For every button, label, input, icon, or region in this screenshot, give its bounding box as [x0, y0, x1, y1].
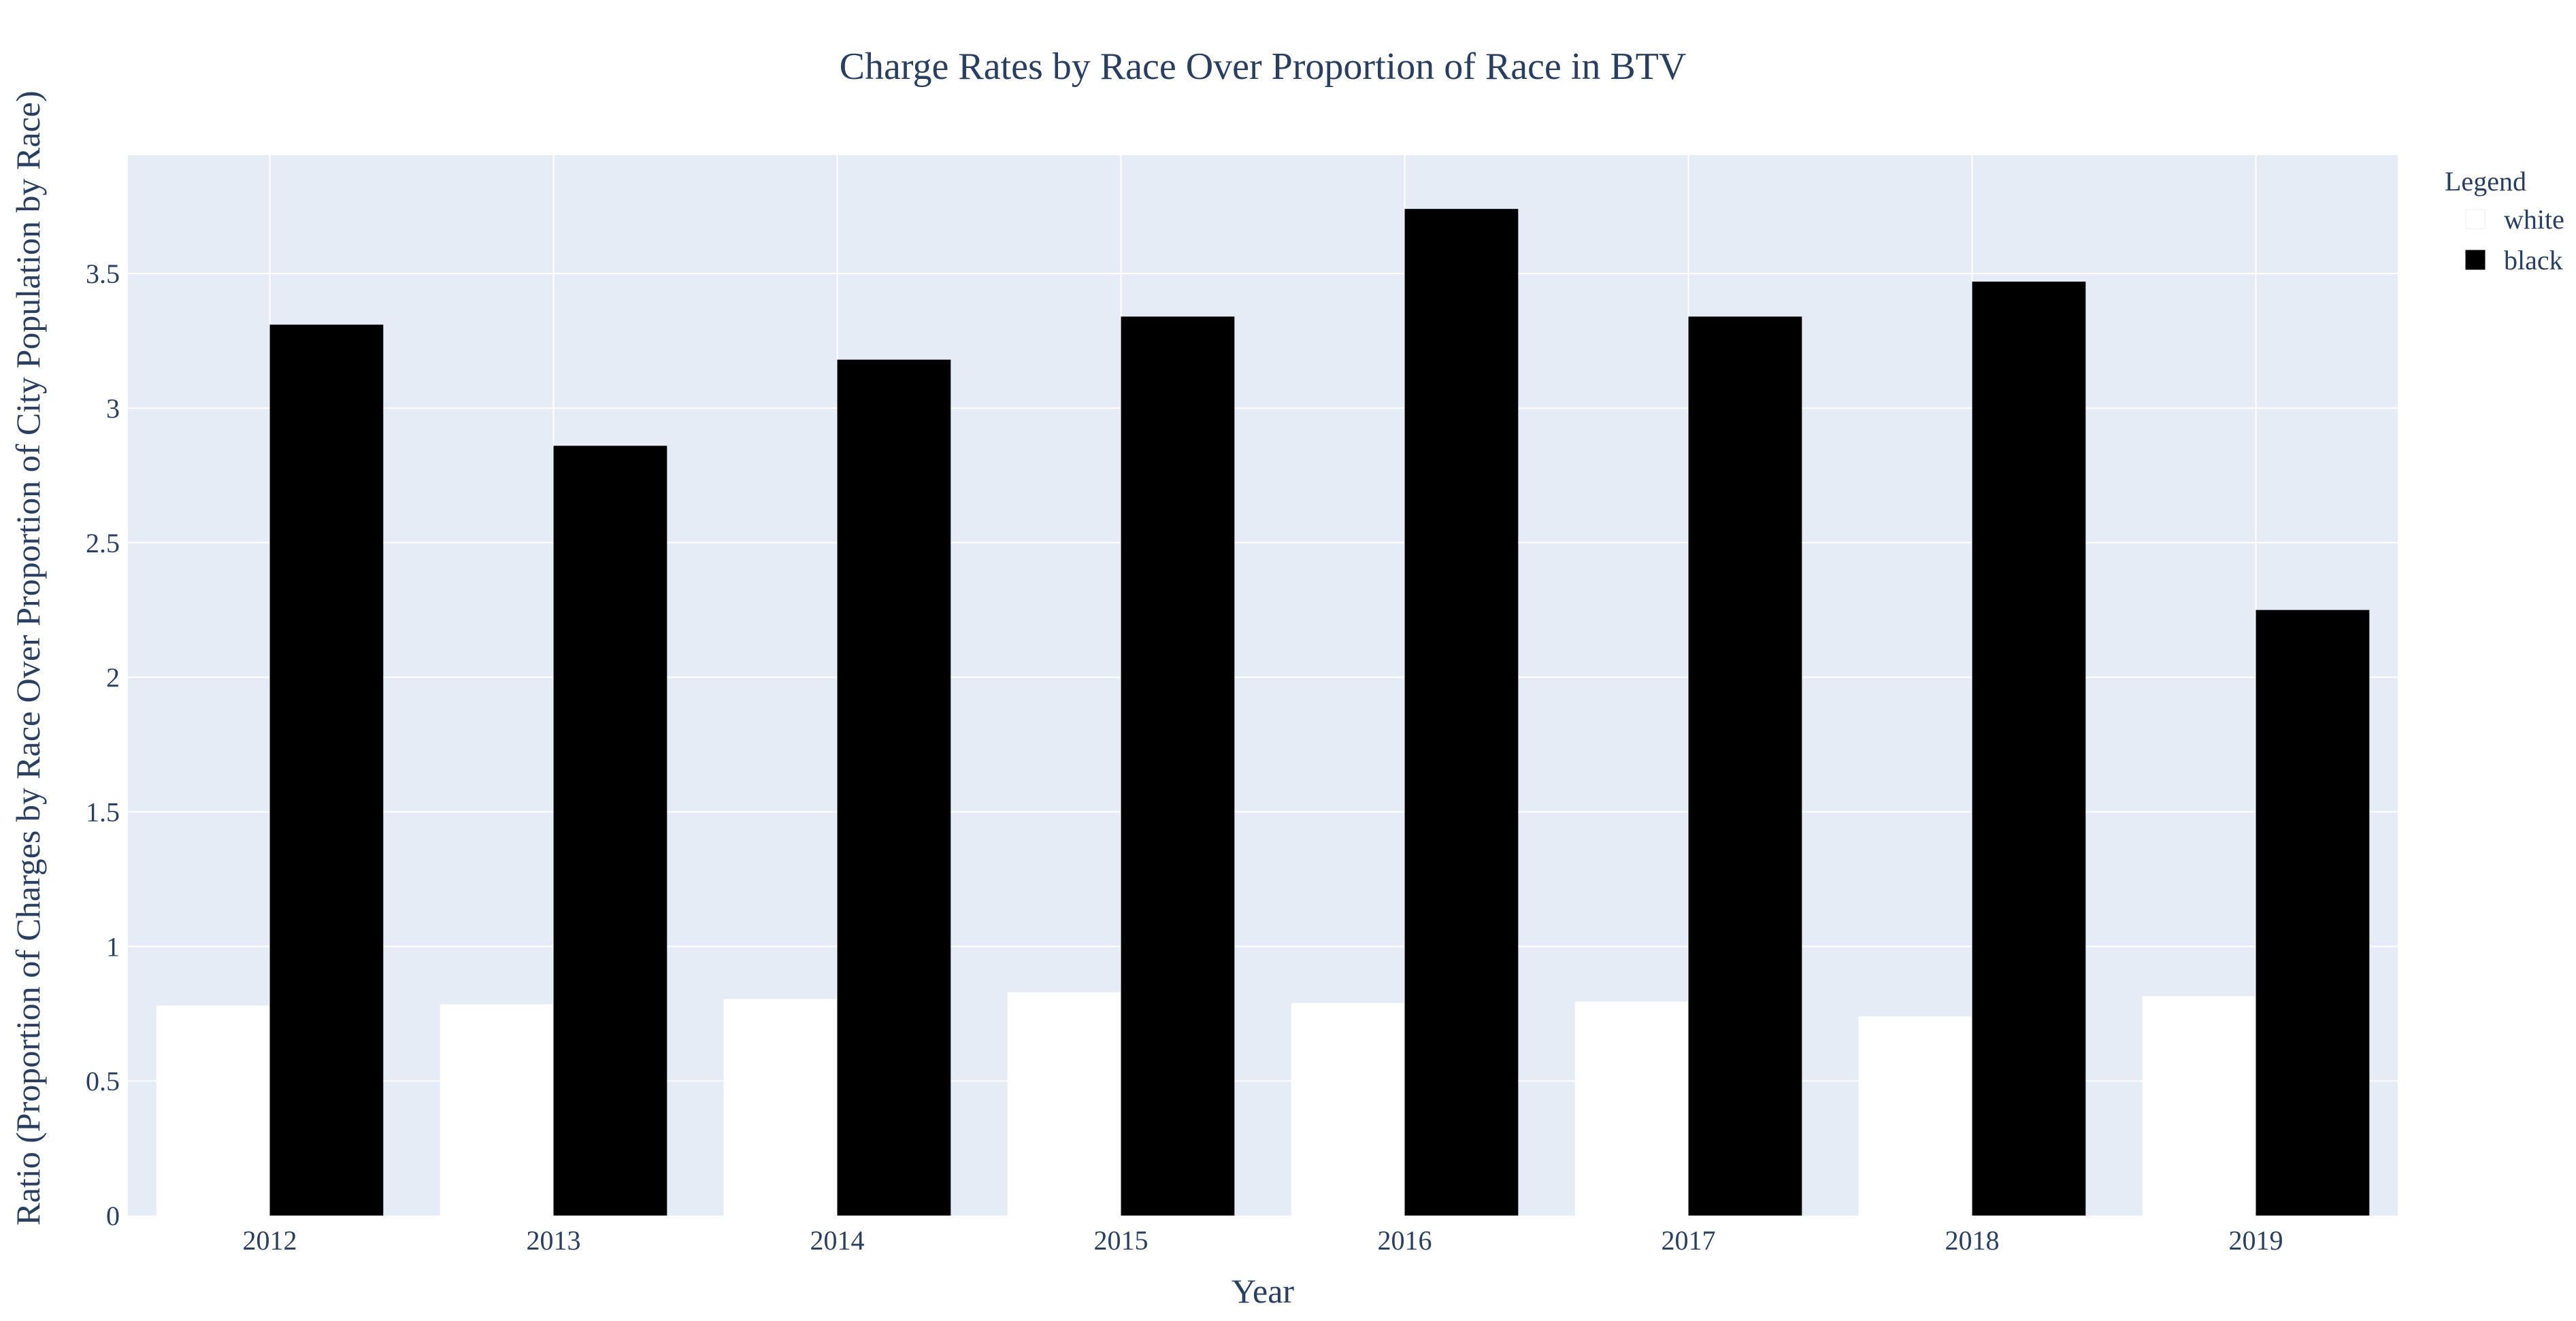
bar-white-2013 — [440, 1004, 554, 1216]
legend-label: white — [2504, 204, 2564, 235]
y-tick-label: 3 — [106, 393, 120, 424]
bar-white-2014 — [723, 999, 838, 1216]
y-tick-label: 0.5 — [86, 1066, 120, 1097]
x-tick-label: 2017 — [1662, 1225, 1716, 1256]
y-axis-ticks: 0 0.5 1 1.5 2 2.5 3 3.5 — [86, 258, 120, 1231]
bar-white-2015 — [1007, 992, 1121, 1216]
legend-item-black[interactable]: black — [2465, 245, 2563, 275]
legend-title: Legend — [2445, 166, 2526, 197]
x-tick-label: 2016 — [1378, 1225, 1432, 1256]
bar-black-2015 — [1121, 316, 1235, 1216]
x-axis-ticks: 2012 2013 2014 2015 2016 2017 2018 2019 — [243, 1225, 2283, 1256]
x-tick-label: 2015 — [1094, 1225, 1149, 1256]
bar-white-2012 — [156, 1005, 270, 1216]
legend-item-white[interactable]: white — [2465, 204, 2564, 235]
y-axis-label: Ratio (Proportion of Charges by Race Ove… — [9, 90, 47, 1225]
bar-white-2019 — [2142, 996, 2256, 1216]
legend-swatch — [2465, 250, 2486, 270]
y-tick-label: 3.5 — [86, 258, 120, 289]
x-tick-label: 2018 — [1945, 1225, 2000, 1256]
bar-black-2016 — [1404, 209, 1519, 1216]
bar-black-2013 — [553, 446, 667, 1216]
bar-black-2017 — [1688, 316, 1802, 1216]
legend-label: black — [2504, 245, 2563, 275]
chart-title: Charge Rates by Race Over Proportion of … — [840, 46, 1687, 88]
x-tick-label: 2014 — [810, 1225, 865, 1256]
y-tick-label: 1.5 — [86, 797, 120, 827]
bar-black-2019 — [2256, 609, 2370, 1216]
x-tick-label: 2019 — [2229, 1225, 2283, 1256]
x-axis-label: Year — [1232, 1272, 1294, 1310]
y-tick-label: 2.5 — [86, 528, 120, 558]
legend-swatch — [2465, 209, 2486, 229]
legend-items: white black — [2465, 204, 2564, 275]
legend: Legend white black — [2445, 166, 2564, 275]
bars — [156, 209, 2370, 1216]
x-tick-label: 2012 — [243, 1225, 297, 1256]
y-tick-label: 0 — [106, 1201, 120, 1231]
y-tick-label: 1 — [106, 931, 120, 962]
bar-white-2017 — [1574, 1001, 1689, 1216]
y-tick-label: 2 — [106, 663, 120, 693]
bar-black-2014 — [837, 359, 951, 1216]
bar-black-2012 — [269, 324, 384, 1216]
x-tick-label: 2013 — [527, 1225, 581, 1256]
bar-white-2016 — [1291, 1003, 1405, 1216]
bar-black-2018 — [1972, 281, 2086, 1216]
bar-white-2018 — [1858, 1016, 1972, 1216]
